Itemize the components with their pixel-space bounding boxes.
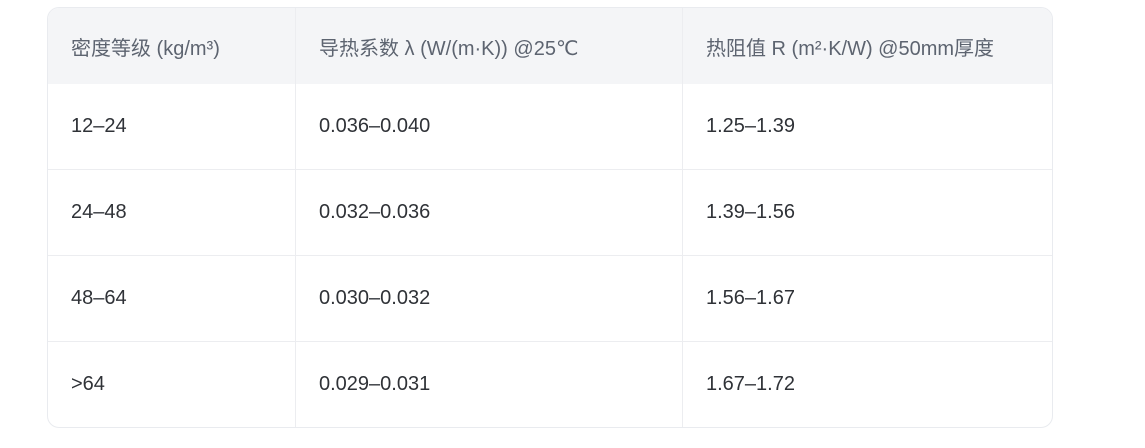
table-cell-density: 12–24 xyxy=(48,84,296,169)
table-cell-conductivity: 0.032–0.036 xyxy=(296,170,683,255)
table-header-row: 密度等级 (kg/m³) 导热系数 λ (W/(m·K)) @25℃ 热阻值 R… xyxy=(48,8,1052,84)
header-label-density-grade: 密度等级 (kg/m³) xyxy=(71,37,220,60)
table-row: >64 0.029–0.031 1.67–1.72 xyxy=(48,341,1052,427)
header-cell-thermal-conductivity: 导热系数 λ (W/(m·K)) @25℃ xyxy=(296,8,683,84)
header-cell-density-grade: 密度等级 (kg/m³) xyxy=(48,8,296,84)
data-table: 密度等级 (kg/m³) 导热系数 λ (W/(m·K)) @25℃ 热阻值 R… xyxy=(47,7,1053,428)
table-cell-resistance: 1.56–1.67 xyxy=(706,287,795,309)
header-label-thermal-resistance: 热阻值 R (m²·K/W) @50mm厚度 xyxy=(706,37,995,60)
table-cell-conductivity: 0.030–0.032 xyxy=(296,256,683,341)
header-label-thermal-conductivity: 导热系数 λ (W/(m·K)) @25℃ xyxy=(319,37,579,60)
table-cell-conductivity: 0.029–0.031 xyxy=(296,342,683,427)
table-body: 12–24 0.036–0.040 1.25–1.39 24–48 0.032–… xyxy=(48,84,1052,427)
header-cell-thermal-resistance: 热阻值 R (m²·K/W) @50mm厚度 xyxy=(683,8,1052,84)
table-cell-density: >64 xyxy=(48,342,296,427)
table-row: 12–24 0.036–0.040 1.25–1.39 xyxy=(48,84,1052,169)
table-cell-resistance: 1.39–1.56 xyxy=(706,201,795,223)
table-row: 48–64 0.030–0.032 1.56–1.67 xyxy=(48,255,1052,341)
table-cell-conductivity: 0.036–0.040 xyxy=(296,84,683,169)
table-cell-density: 48–64 xyxy=(48,256,296,341)
table-cell-resistance: 1.67–1.72 xyxy=(706,373,795,395)
table-cell-resistance: 1.25–1.39 xyxy=(706,115,795,137)
table-row: 24–48 0.032–0.036 1.39–1.56 xyxy=(48,169,1052,255)
table-cell-density: 24–48 xyxy=(48,170,296,255)
